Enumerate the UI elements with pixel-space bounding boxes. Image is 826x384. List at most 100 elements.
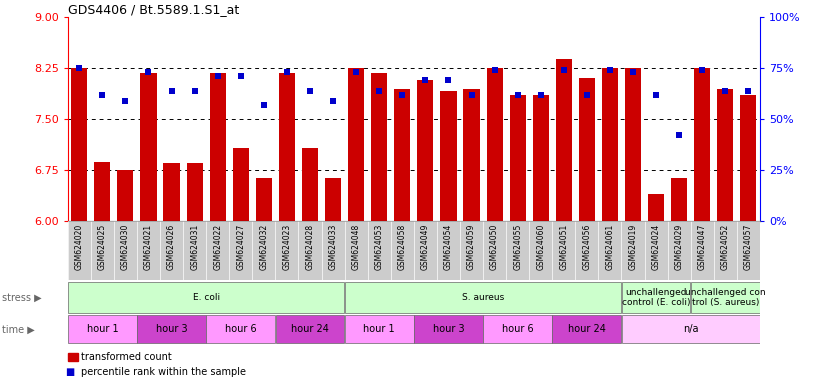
- Bar: [510, 95, 525, 221]
- Bar: [717, 89, 733, 221]
- Point: [672, 132, 686, 138]
- Text: GSM624047: GSM624047: [698, 224, 707, 270]
- Bar: [483, 316, 552, 343]
- Text: GSM624027: GSM624027: [236, 224, 245, 270]
- Bar: [602, 68, 618, 221]
- Text: hour 1: hour 1: [87, 324, 118, 334]
- Text: GSM624053: GSM624053: [375, 224, 384, 270]
- Point: [719, 88, 732, 94]
- Text: hour 6: hour 6: [502, 324, 534, 334]
- Point: [257, 102, 270, 108]
- Text: ■: ■: [65, 367, 75, 377]
- Point: [695, 67, 709, 73]
- Bar: [463, 89, 480, 221]
- Bar: [691, 282, 760, 313]
- Bar: [187, 163, 202, 221]
- Text: GSM624033: GSM624033: [329, 224, 338, 270]
- Point: [396, 91, 409, 98]
- Text: hour 3: hour 3: [156, 324, 188, 334]
- Point: [603, 67, 616, 73]
- Bar: [648, 194, 664, 221]
- Bar: [625, 68, 641, 221]
- Text: GSM624023: GSM624023: [282, 224, 292, 270]
- Bar: [417, 80, 434, 221]
- Text: unchallenged
control (E. coli): unchallenged control (E. coli): [622, 288, 691, 307]
- Point: [280, 69, 293, 75]
- Text: percentile rank within the sample: percentile rank within the sample: [81, 367, 246, 377]
- Bar: [140, 73, 157, 221]
- Text: GSM624050: GSM624050: [490, 224, 499, 270]
- Text: GSM624059: GSM624059: [467, 224, 476, 270]
- Bar: [414, 316, 483, 343]
- Bar: [394, 89, 411, 221]
- Point: [188, 88, 202, 94]
- Text: GSM624060: GSM624060: [536, 224, 545, 270]
- Point: [419, 77, 432, 83]
- Point: [581, 91, 594, 98]
- Text: GSM624032: GSM624032: [259, 224, 268, 270]
- Bar: [276, 316, 344, 343]
- Point: [73, 65, 86, 71]
- Point: [626, 69, 639, 75]
- Bar: [117, 170, 134, 221]
- Text: time ▶: time ▶: [2, 324, 35, 334]
- Text: n/a: n/a: [683, 324, 699, 334]
- Point: [465, 91, 478, 98]
- Bar: [206, 316, 275, 343]
- Bar: [137, 316, 206, 343]
- Text: GSM624051: GSM624051: [559, 224, 568, 270]
- Point: [326, 98, 339, 104]
- Bar: [279, 73, 295, 221]
- Text: stress ▶: stress ▶: [2, 292, 41, 303]
- Text: GSM624061: GSM624061: [605, 224, 615, 270]
- Point: [742, 88, 755, 94]
- Bar: [553, 316, 621, 343]
- Text: GSM624052: GSM624052: [721, 224, 730, 270]
- Bar: [344, 282, 621, 313]
- Text: GSM624022: GSM624022: [213, 224, 222, 270]
- Text: unchallenged con
trol (S. aureus): unchallenged con trol (S. aureus): [685, 288, 766, 307]
- Text: GSM624019: GSM624019: [629, 224, 638, 270]
- Text: GSM624049: GSM624049: [421, 224, 430, 270]
- Bar: [694, 68, 710, 221]
- Text: GSM624020: GSM624020: [75, 224, 83, 270]
- Point: [511, 91, 525, 98]
- Bar: [671, 178, 687, 221]
- Text: GSM624057: GSM624057: [744, 224, 752, 270]
- Bar: [740, 95, 757, 221]
- Point: [373, 88, 386, 94]
- Bar: [348, 68, 364, 221]
- Text: GSM624025: GSM624025: [97, 224, 107, 270]
- Text: GSM624048: GSM624048: [352, 224, 361, 270]
- Text: hour 3: hour 3: [433, 324, 464, 334]
- Bar: [94, 162, 111, 221]
- Point: [119, 98, 132, 104]
- Text: transformed count: transformed count: [81, 352, 172, 362]
- Text: GDS4406 / Bt.5589.1.S1_at: GDS4406 / Bt.5589.1.S1_at: [68, 3, 239, 16]
- Bar: [579, 78, 595, 221]
- Text: hour 6: hour 6: [225, 324, 257, 334]
- Bar: [371, 73, 387, 221]
- Text: E. coli: E. coli: [192, 293, 220, 302]
- Bar: [302, 148, 318, 221]
- Bar: [233, 148, 249, 221]
- Point: [235, 73, 248, 79]
- Point: [165, 88, 178, 94]
- Bar: [325, 178, 341, 221]
- Text: S. aureus: S. aureus: [462, 293, 504, 302]
- Point: [303, 88, 316, 94]
- Point: [649, 91, 662, 98]
- Text: GSM624030: GSM624030: [121, 224, 130, 270]
- Text: GSM624028: GSM624028: [306, 224, 315, 270]
- Bar: [71, 68, 88, 221]
- Text: GSM624054: GSM624054: [444, 224, 453, 270]
- Point: [211, 73, 225, 79]
- Bar: [487, 68, 503, 221]
- Bar: [622, 316, 760, 343]
- Text: hour 24: hour 24: [291, 324, 329, 334]
- Bar: [440, 91, 457, 221]
- Text: hour 1: hour 1: [363, 324, 395, 334]
- Text: GSM624056: GSM624056: [582, 224, 591, 270]
- Bar: [556, 60, 572, 221]
- Point: [349, 69, 363, 75]
